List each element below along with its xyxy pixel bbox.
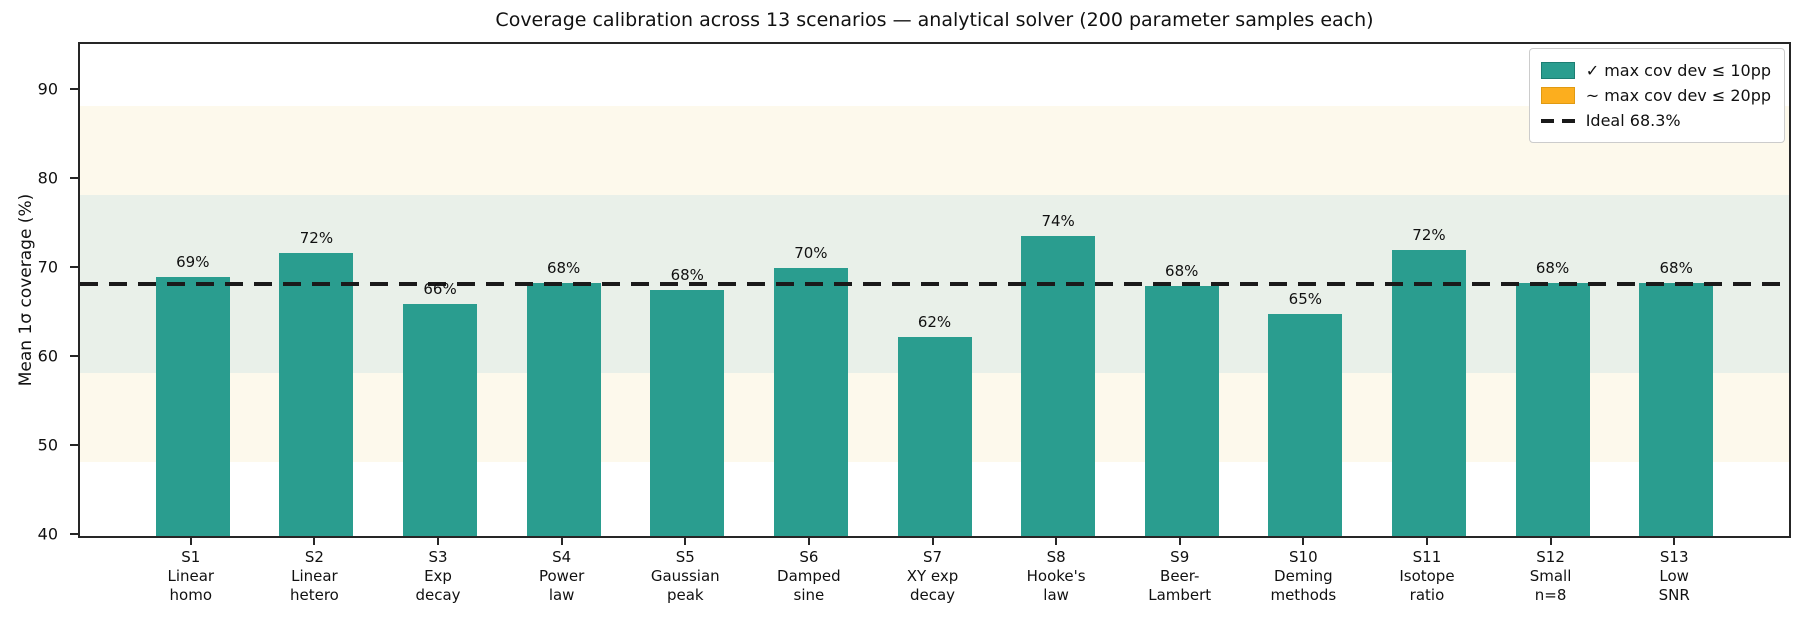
y-tick-mark [70,355,78,358]
x-tick-label-s12: S12 Small n=8 [1529,548,1572,604]
x-tick-label-s1: S1 Linear homo [167,548,215,604]
reference-line-layer [80,44,1789,536]
bar-s11 [1391,250,1466,536]
y-tick-mark [70,533,78,535]
legend-item-warn: ~ max cov dev ≤ 20pp [1540,83,1771,108]
x-tick-mark [560,538,563,545]
x-tick-labels: S1 Linear homo S2 Linear hetero S3 Exp dec… [78,548,1791,610]
bar-value-label: 68% [546,259,581,278]
bar-s12 [1515,283,1590,536]
bar-s7 [897,336,972,536]
x-tick-label-s9: S9 Beer- Lambert [1148,548,1212,604]
x-tick-mark [807,538,810,545]
bar-s5 [650,289,725,536]
y-tick-mark [70,266,78,269]
bar-s2 [279,253,354,536]
x-tick-mark [1178,538,1181,545]
bar-value-label: 68% [1659,259,1693,278]
x-tick-label-s2: S2 Linear hetero [289,548,339,604]
bar-value-label: 68% [670,265,704,284]
bar-value-label: 74% [1041,212,1075,231]
bar-s6 [773,268,848,536]
x-tick-label-s5: S5 Gaussian peak [650,548,720,604]
y-tick-mark [70,177,78,180]
x-tick-mark [1302,538,1305,545]
x-tick-mark [1425,538,1428,545]
x-tick-mark [1673,538,1676,545]
y-tick-label: 40 [37,524,58,544]
bar-value-label: 72% [1412,226,1446,245]
ideal-dash-sample [1540,118,1575,123]
bar-s9 [1144,285,1219,536]
y-tick-label: 60 [37,346,58,366]
x-tick-mark [1549,538,1552,545]
x-tick-mark [313,538,316,545]
x-tick-label-s3: S3 Exp decay [415,548,461,604]
bar-s13 [1639,283,1714,536]
bar-s8 [1021,236,1096,536]
legend: ✓ max cov dev ≤ 10pp ~ max cov dev ≤ 20p… [1528,48,1785,143]
x-tick-label-s8: S8 Hooke's law [1026,548,1086,604]
bar-value-label: 70% [794,244,828,263]
legend-item-pass: ✓ max cov dev ≤ 10pp [1540,58,1771,83]
y-tick-mark [70,444,78,447]
bar-s1 [155,277,230,536]
chart-title: Coverage calibration across 13 scenarios… [495,9,1374,31]
pass-color-swatch [1540,62,1575,79]
x-tick-mark [684,538,687,545]
bar-value-label: 66% [423,279,457,298]
x-tick-label-s7: S7 XY exp decay [906,548,959,604]
bar-value-label: 72% [299,229,334,248]
y-tick-label: 50 [37,435,58,455]
x-tick-label-s10: S10 Deming methods [1270,548,1337,604]
y-tick-label: 70 [37,257,58,277]
legend-label-warn: ~ max cov dev ≤ 20pp [1585,86,1771,105]
x-tick-label-s13: S13 Low SNR [1658,548,1690,604]
bar-value-label: 68% [1535,259,1570,278]
bar-value-label: 69% [176,253,210,272]
y-tick-label: 90 [37,79,58,99]
x-tick-mark [931,538,934,545]
plot-area: 69% 72% 66% 68% 68% 70% 62% 74% 68% 65% 72% 68% 68% … [78,42,1791,538]
y-tick-labels: 40 50 60 70 80 90 [0,42,70,544]
bar-s10 [1268,313,1343,536]
legend-label-ideal: Ideal 68.3% [1585,111,1681,130]
ideal-coverage-dashed-line [80,282,1789,287]
x-tick-mark [1055,538,1058,545]
x-tick-label-s6: S6 Damped sine [777,548,841,604]
x-tick-label-s11: S11 Isotope ratio [1399,548,1455,604]
bar-value-label: 65% [1288,289,1323,308]
bar-value-label: 62% [917,312,952,331]
x-tick-mark [189,538,192,545]
bar-s4 [526,283,601,536]
bars-layer: 69% 72% 66% 68% 68% 70% 62% 74% 68% 65% 72% 68% 68% [80,44,1789,536]
x-tick-mark [437,538,440,545]
y-tick-mark [70,88,78,91]
bar-s3 [403,303,478,536]
legend-label-pass: ✓ max cov dev ≤ 10pp [1585,61,1771,80]
bar-value-label: 68% [1165,261,1199,280]
legend-item-ideal: Ideal 68.3% [1540,108,1771,133]
x-tick-label-s4: S4 Power law [538,548,585,604]
warn-color-swatch [1540,87,1575,104]
y-tick-label: 80 [37,168,58,188]
